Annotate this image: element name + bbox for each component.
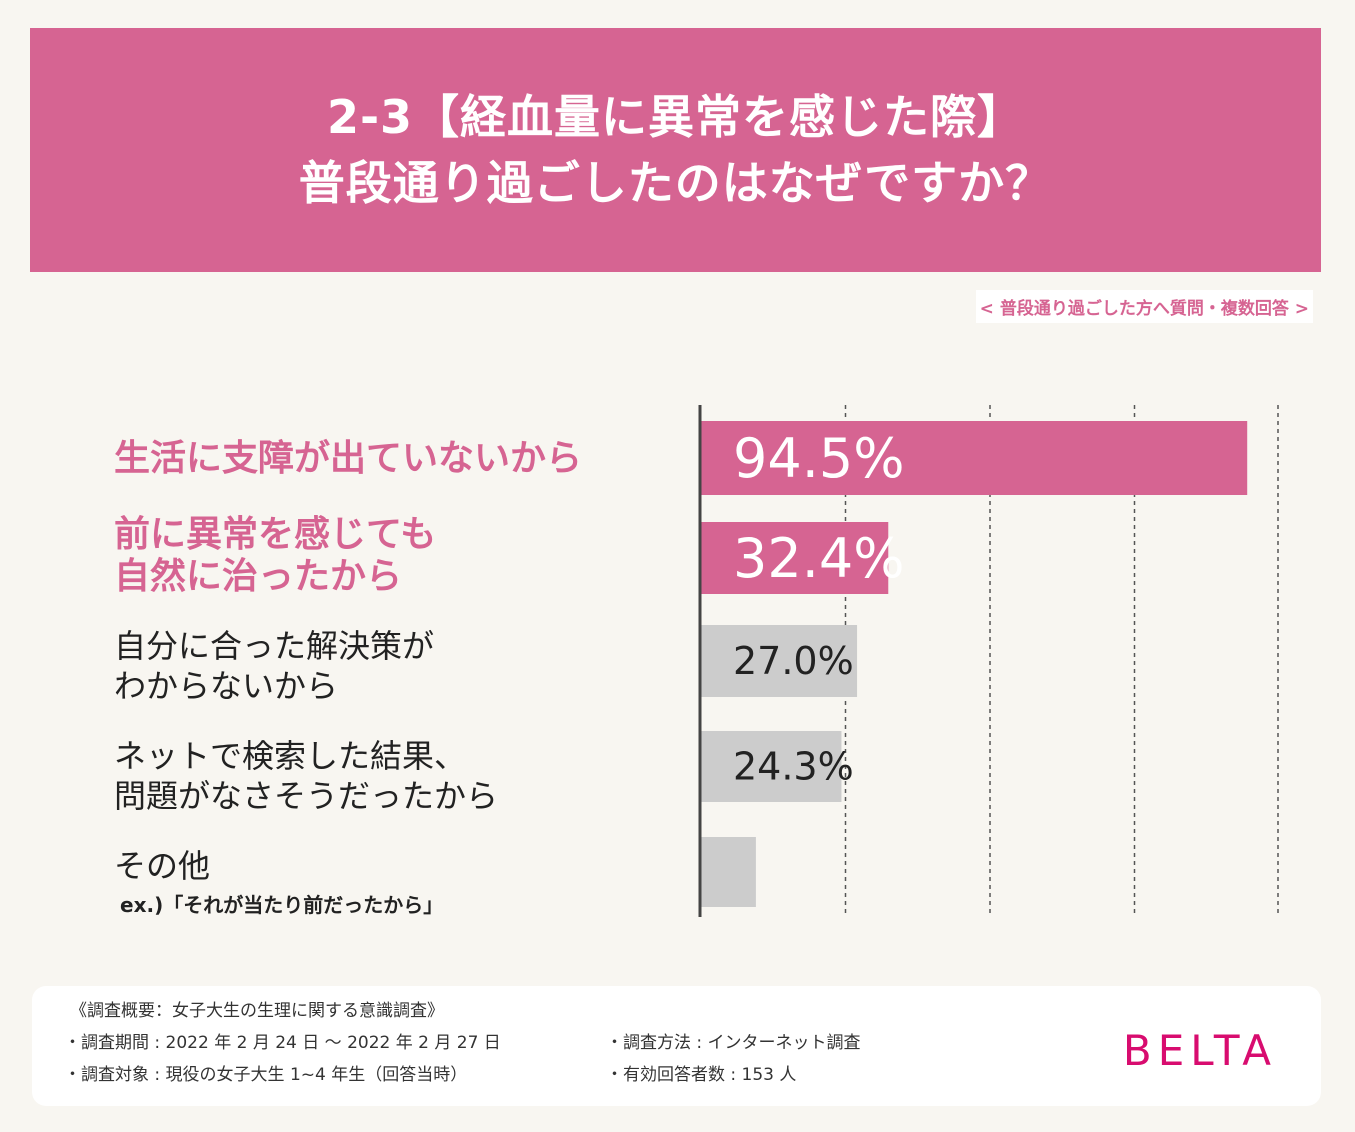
category-label-2: 前に異常を感じても 自然に治ったから	[114, 514, 436, 598]
title-line-1: 2-3【経血量に異常を感じた際】	[326, 90, 1025, 144]
bar-1	[701, 421, 1248, 495]
category-label-4-line-2: 問題がなさそうだったから	[114, 777, 499, 815]
category-label-5-example: ex.)「それが当たり前だったから」	[120, 893, 444, 917]
title-banner: 2-3【経血量に異常を感じた際】 普段通り過ごしたのはなぜですか？	[30, 28, 1321, 272]
footer-title: 《調査概要：女子大生の生理に関する意識調査》	[70, 1001, 444, 1021]
footer-target: ・調査対象 : 現役の女子大生 1~4 年生（回答当時）	[64, 1065, 468, 1085]
value-label-3: 27.0%	[733, 639, 854, 683]
bar-3	[701, 625, 858, 697]
footer-method: ・調査方法 : インターネット調査	[606, 1033, 861, 1053]
category-label-4-line-1: ネットで検索した結果、	[114, 737, 467, 775]
bar-2	[701, 522, 889, 594]
value-label-1: 94.5%	[733, 427, 905, 490]
value-label-4: 24.3%	[733, 745, 854, 789]
title-line-2: 普段通り過ごしたのはなぜですか？	[298, 156, 1053, 210]
category-label-1-line-1: 生活に支障が出ていないから	[114, 438, 583, 479]
category-label-2-line-2: 自然に治ったから	[114, 556, 403, 597]
category-label-4: ネットで検索した結果、 問題がなさそうだったから	[114, 736, 498, 816]
category-label-3-line-2: わからないから	[114, 667, 339, 705]
category-label-3-line-1: 自分に合った解決策が	[114, 627, 435, 665]
question-note: < 普段通り過ごした方へ質問・複数回答 >	[975, 290, 1313, 323]
category-label-2-line-1: 前に異常を感じても	[114, 514, 437, 555]
survey-footer: 《調査概要：女子大生の生理に関する意識調査》 ・調査期間 : 2022 年 2 …	[32, 986, 1321, 1106]
category-label-5: その他 ex.)「それが当たり前だったから」	[114, 846, 443, 920]
belta-logo: BELTA	[1122, 1026, 1277, 1075]
category-label-5-line-1: その他	[114, 847, 211, 885]
footer-period: ・調査期間 : 2022 年 2 月 24 日 〜 2022 年 2 月 27 …	[64, 1033, 501, 1053]
bar-4	[701, 731, 842, 802]
footer-count: ・有効回答者数 : 153 人	[606, 1065, 797, 1085]
category-label-1: 生活に支障が出ていないから	[114, 438, 582, 480]
value-label-2: 32.4%	[733, 527, 905, 590]
category-label-3: 自分に合った解決策が わからないから	[114, 626, 434, 706]
bar-5	[701, 837, 756, 907]
